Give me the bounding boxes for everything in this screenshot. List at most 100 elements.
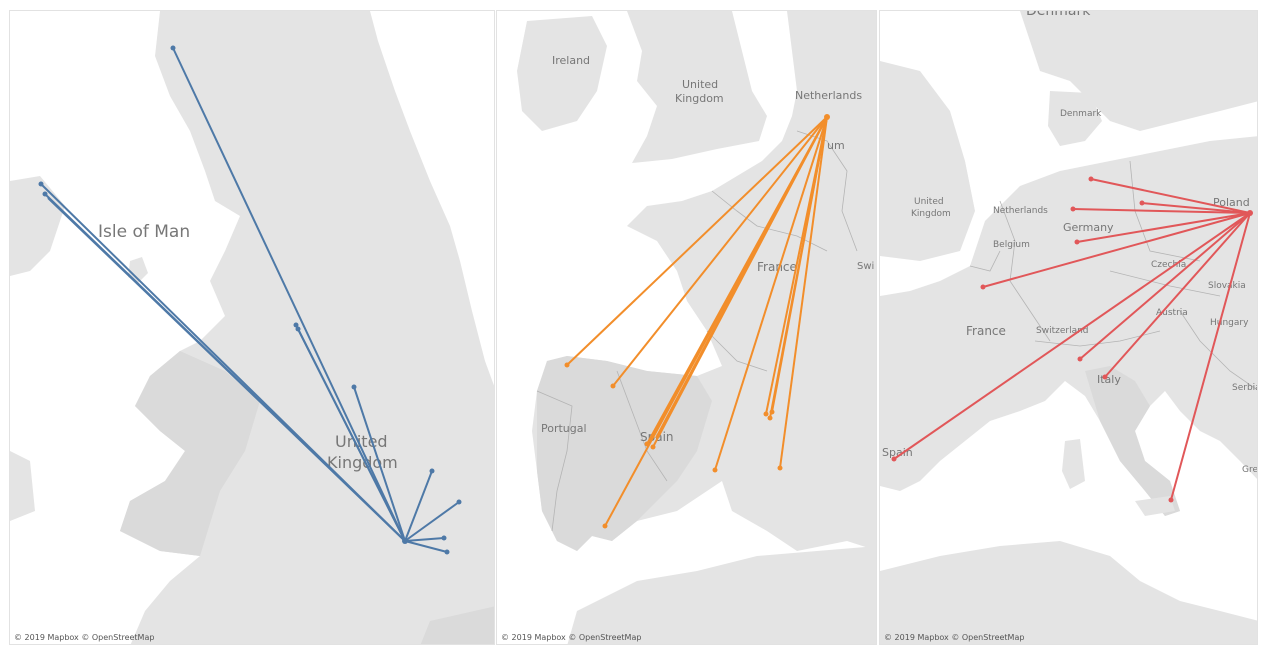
- route-endpoint[interactable]: [980, 284, 986, 290]
- route-origin[interactable]: [402, 538, 408, 544]
- route-lines-netherlands: [566, 116, 828, 527]
- label-belgium: Belgium: [993, 240, 1030, 250]
- route-line: [1141, 202, 1251, 214]
- route-endpoint[interactable]: [1070, 206, 1076, 212]
- route-line: [893, 212, 1251, 460]
- route-line: [612, 116, 828, 387]
- route-line: [297, 328, 406, 542]
- label-germany: Germany: [1063, 221, 1114, 234]
- route-endpoint[interactable]: [170, 45, 176, 51]
- route-endpoint[interactable]: [1102, 374, 1108, 380]
- great-britain-landmass: [880, 61, 975, 261]
- border-line: [969, 250, 1001, 272]
- route-endpoint[interactable]: [767, 415, 773, 421]
- route-line: [404, 540, 448, 553]
- border-line: [711, 190, 828, 252]
- wales-region: [120, 351, 260, 556]
- route-endpoint[interactable]: [441, 535, 447, 541]
- border-line: [1179, 310, 1257, 391]
- label-uk-line2: Kingdom: [675, 92, 724, 105]
- channel-coast: [420, 606, 494, 644]
- route-line: [353, 386, 406, 542]
- map-panel-poland[interactable]: Denmark Denmark United Kingdom Netherlan…: [879, 10, 1258, 645]
- route-endpoint[interactable]: [429, 468, 435, 474]
- route-endpoint[interactable]: [1074, 239, 1080, 245]
- poland-map-canvas[interactable]: Denmark Denmark United Kingdom Netherlan…: [880, 11, 1258, 645]
- route-endpoint[interactable]: [777, 465, 783, 471]
- label-denmark-top: Denmark: [1026, 11, 1091, 19]
- italy-region: [1085, 366, 1180, 516]
- route-endpoint[interactable]: [295, 326, 301, 332]
- label-austria: Austria: [1156, 308, 1188, 318]
- route-endpoints-netherlands: [564, 114, 830, 529]
- label-serbia: Serbia: [1232, 383, 1258, 393]
- route-origin[interactable]: [824, 114, 830, 120]
- label-denmark: Denmark: [1060, 109, 1102, 119]
- route-endpoints-uk: [38, 45, 462, 555]
- isle-of-man-island: [128, 257, 148, 283]
- route-line: [404, 470, 433, 542]
- label-ireland: Ireland: [552, 54, 590, 67]
- route-endpoint[interactable]: [763, 411, 769, 417]
- border-line: [706, 330, 768, 372]
- netherlands-map-canvas[interactable]: Ireland United Kingdom Netherlands um Fr…: [497, 11, 877, 645]
- route-line: [1076, 212, 1251, 243]
- route-endpoint[interactable]: [444, 549, 450, 555]
- route-endpoint[interactable]: [1088, 176, 1094, 182]
- label-france: France: [966, 324, 1006, 338]
- map-panel-uk[interactable]: Isle of Man United Kingdom: [9, 10, 495, 645]
- label-czechia: Czechia: [1151, 260, 1186, 270]
- route-lines-poland: [893, 178, 1251, 501]
- label-hungary: Hungary: [1210, 318, 1249, 328]
- label-portugal: Portugal: [541, 422, 587, 435]
- route-line: [982, 212, 1251, 288]
- route-endpoint[interactable]: [564, 362, 570, 368]
- north-africa-landmass: [567, 546, 876, 644]
- uk-map-canvas[interactable]: Isle of Man United Kingdom: [10, 11, 495, 645]
- route-endpoint[interactable]: [650, 444, 656, 450]
- label-poland: Poland: [1213, 196, 1250, 209]
- route-endpoint[interactable]: [712, 467, 718, 473]
- route-endpoint[interactable]: [293, 322, 299, 328]
- label-netherlands: Netherlands: [795, 89, 862, 102]
- label-france: France: [757, 260, 797, 274]
- map-panel-netherlands[interactable]: Ireland United Kingdom Netherlands um Fr…: [496, 10, 877, 645]
- route-endpoint[interactable]: [42, 191, 48, 197]
- route-lines-uk: [40, 47, 460, 553]
- label-greece-partial: Gre: [1242, 465, 1258, 475]
- route-line: [779, 116, 828, 469]
- route-line: [1170, 212, 1251, 501]
- label-uk-line2: Kingdom: [911, 209, 951, 219]
- scandinavia-landmass: [1020, 11, 1257, 131]
- route-endpoint[interactable]: [456, 499, 462, 505]
- route-line: [1072, 208, 1251, 214]
- label-isle-of-man: Isle of Man: [98, 222, 190, 242]
- map-attribution: © 2019 Mapbox © OpenStreetMap: [14, 633, 155, 642]
- north-africa-landmass: [880, 541, 1257, 644]
- label-spain-partial: Spain: [882, 446, 913, 459]
- route-endpoint[interactable]: [351, 384, 357, 390]
- sicily-island: [1135, 496, 1175, 516]
- ireland-south: [10, 451, 35, 521]
- route-endpoint[interactable]: [1168, 497, 1174, 503]
- route-line: [604, 116, 828, 527]
- route-line: [1079, 212, 1251, 360]
- route-endpoint[interactable]: [602, 523, 608, 529]
- label-italy: Italy: [1097, 373, 1121, 386]
- route-endpoint[interactable]: [891, 456, 897, 462]
- route-endpoint[interactable]: [610, 383, 616, 389]
- great-britain-landmass: [627, 11, 767, 163]
- map-attribution: © 2019 Mapbox © OpenStreetMap: [884, 633, 1025, 642]
- route-endpoint[interactable]: [769, 409, 775, 415]
- border-line: [1109, 270, 1221, 297]
- route-endpoint[interactable]: [644, 441, 650, 447]
- route-origin[interactable]: [1247, 210, 1253, 216]
- route-line: [714, 116, 828, 471]
- route-line: [1090, 178, 1251, 214]
- denmark-landmass: [1048, 91, 1102, 146]
- border-line: [999, 200, 1051, 342]
- ireland-landmass: [517, 16, 607, 131]
- route-endpoint[interactable]: [38, 181, 44, 187]
- route-endpoint[interactable]: [1139, 200, 1145, 206]
- route-endpoint[interactable]: [1077, 356, 1083, 362]
